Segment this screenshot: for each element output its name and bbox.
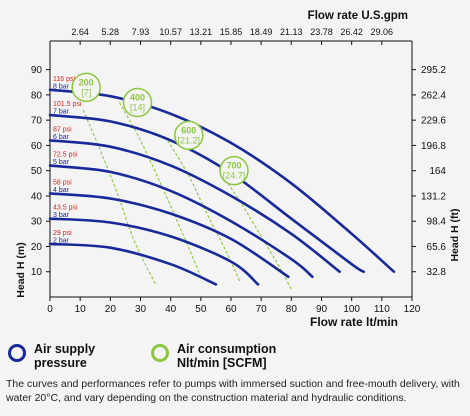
footnote: The curves and performances refer to pum… — [6, 378, 460, 404]
x2-tick-label: 18.49 — [250, 27, 273, 37]
bubble-value: 600 — [181, 125, 196, 135]
y2-tick-label: 65.6 — [427, 242, 447, 253]
pressure-curve — [48, 217, 260, 286]
x-tick-label: 50 — [195, 304, 207, 315]
bar-label: 4 bar — [53, 187, 70, 194]
bar-label: 7 bar — [53, 109, 70, 116]
bubble-value: 400 — [130, 92, 145, 102]
pressure-curve — [48, 88, 396, 273]
x-tick-label: 90 — [316, 304, 328, 315]
x-tick-label: 40 — [165, 304, 177, 315]
x-tick-label: 120 — [404, 304, 421, 315]
bar-label: 5 bar — [53, 159, 70, 166]
bar-label: 8 bar — [53, 83, 70, 90]
y-tick-label: 30 — [31, 217, 43, 228]
pressure-curve — [48, 139, 341, 273]
x2-tick-label: 2.64 — [71, 27, 89, 37]
y2-tick-label: 262.4 — [421, 90, 446, 101]
bubble-sub: [21.2] — [178, 135, 201, 145]
x2-tick-label: 26.42 — [340, 27, 363, 37]
x2-tick-label: 23.78 — [310, 27, 333, 37]
y2-tick-label: 229.6 — [421, 116, 446, 127]
air-consumption-bubble — [174, 120, 204, 151]
bar-label: 3 bar — [53, 212, 70, 219]
x2-tick-label: 7.93 — [132, 27, 150, 37]
psi-label: 29 psi — [53, 230, 72, 237]
legend-air-consumption-label: Air consumption Nlt/min [SCFM] — [177, 342, 277, 370]
pressure-curve — [48, 192, 290, 279]
x2-axis-title: Flow rate U.S.gpm — [308, 10, 408, 22]
pressure-curve — [48, 113, 365, 273]
y-tick-label: 90 — [31, 65, 43, 76]
x-tick-label: 80 — [286, 304, 298, 315]
y2-tick-label: 131.2 — [421, 191, 446, 202]
x-tick-label: 110 — [374, 304, 390, 315]
x2-tick-label: 5.28 — [102, 27, 120, 37]
bar-label: 6 bar — [53, 134, 70, 141]
y-tick-label: 40 — [31, 191, 43, 202]
x-tick-label: 20 — [105, 304, 117, 315]
legend-air-consumption: Air consumption Nlt/min [SCFM] — [151, 342, 317, 370]
y-tick-label: 60 — [31, 141, 43, 152]
psi-label: 58 psi — [53, 179, 72, 186]
y-tick-label: 70 — [31, 116, 43, 127]
x-tick-label: 0 — [47, 304, 53, 315]
y2-tick-label: 295.2 — [421, 65, 446, 76]
x-tick-label: 10 — [75, 304, 87, 315]
bubble-sub: [7] — [81, 87, 91, 97]
air-consumption-bubble — [219, 155, 249, 186]
performance-chart: 0 10 20 30 40 50 60 70 80 90 100 110 120 10 20 30 40 50 60… — [15, 10, 461, 329]
legend-air-supply: Air supply pressure — [8, 342, 144, 370]
x2-tick-label: 13.21 — [190, 27, 213, 37]
psi-label: 101.5 psi — [53, 101, 82, 108]
y-tick-label: 20 — [31, 242, 43, 253]
y-tick-label: 50 — [31, 166, 43, 177]
bar-label: 2 bar — [53, 237, 70, 244]
x-axis-title: Flow rate lt/min — [310, 315, 398, 329]
air-consumption-curve — [167, 140, 241, 283]
bubble-sub: [14] — [130, 102, 145, 112]
y2-axis-title: Head H (ft) — [449, 208, 461, 261]
air-consumption-bubble — [71, 72, 101, 103]
legend-air-supply-label: Air supply pressure — [34, 342, 96, 370]
psi-label: 43.5 psi — [53, 205, 78, 212]
x-tick-label: 30 — [135, 304, 147, 315]
psi-label: 116 psi — [53, 76, 75, 83]
pressure-curve — [48, 242, 218, 286]
x2-tick-label: 10.57 — [159, 27, 182, 37]
psi-label: 72.5 psi — [53, 152, 78, 159]
air-consumption-bubble — [122, 87, 153, 118]
y2-tick-label: 32.8 — [427, 267, 447, 278]
pressure-curve — [48, 164, 314, 279]
y2-tick-label: 196.8 — [421, 141, 446, 152]
bubble-value: 200 — [79, 77, 94, 87]
y-tick-label: 10 — [31, 267, 43, 278]
legend: Air supply pressure Air consumption Nlt/… — [8, 342, 468, 376]
x-tick-label: 100 — [343, 304, 360, 315]
air-supply-circle-icon — [8, 344, 26, 362]
air-consumption-curve — [118, 102, 202, 278]
x-tick-label: 60 — [225, 304, 237, 315]
x2-tick-label: 15.85 — [220, 27, 243, 37]
bubble-value: 700 — [227, 161, 242, 171]
air-consumption-circle-icon — [151, 344, 169, 362]
y-tick-label: 80 — [31, 90, 43, 101]
y-axis-title: Head H (m) — [15, 242, 27, 297]
x2-tick-label: 29.06 — [371, 27, 394, 37]
x-tick-label: 70 — [256, 304, 268, 315]
bubble-sub: [24.7] — [223, 171, 246, 181]
y2-tick-label: 98.4 — [427, 217, 447, 228]
x2-tick-label: 21.13 — [280, 27, 303, 37]
psi-label: 87 psi — [53, 126, 72, 133]
y2-tick-label: 164 — [429, 166, 446, 177]
